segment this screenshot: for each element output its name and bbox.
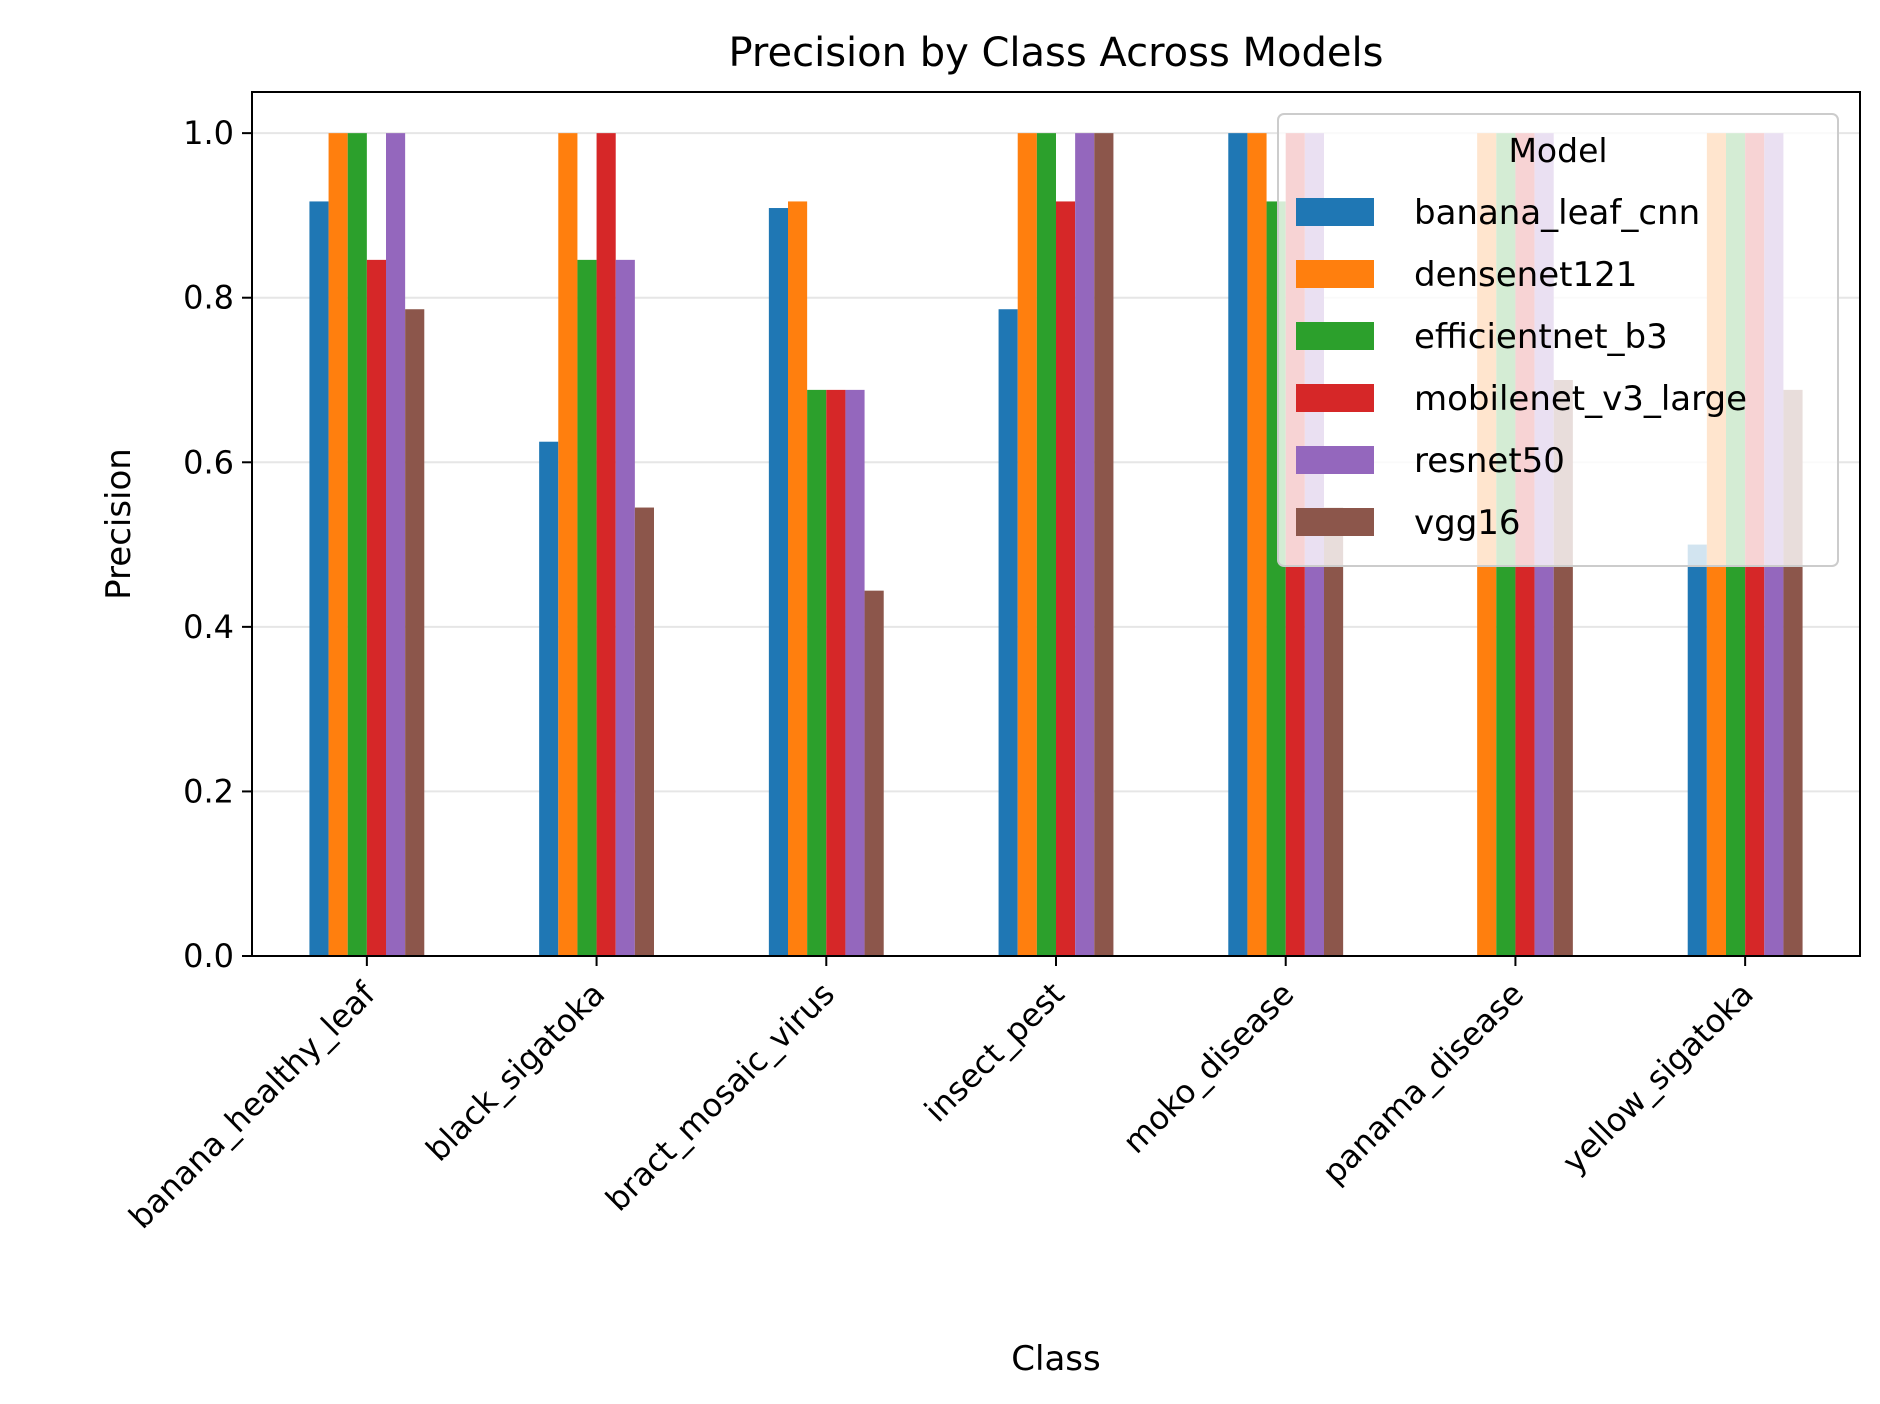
bar-efficientnet_b3-black_sigatoka xyxy=(577,259,597,956)
bar-banana_leaf_cnn-yellow_sigatoka xyxy=(1687,544,1707,956)
y-axis: 0.0 0.2 0.4 0.6 0.8 1.0 xyxy=(183,114,252,975)
bar-resnet50-bract_mosaic_virus xyxy=(845,389,865,957)
bar-densenet121-insect_pest xyxy=(1017,133,1037,957)
bar-densenet121-moko_disease xyxy=(1247,133,1267,957)
bar-vgg16-banana_healthy_leaf xyxy=(405,309,425,957)
series-banana_leaf_cnn xyxy=(309,133,1707,957)
y-tick-label-2: 0.4 xyxy=(183,608,234,646)
bar-densenet121-bract_mosaic_virus xyxy=(788,201,808,956)
legend-swatch-vgg16 xyxy=(1296,508,1374,536)
y-axis-label: Precision xyxy=(99,448,139,600)
bar-resnet50-insect_pest xyxy=(1075,133,1095,957)
legend-swatch-mobilenet_v3_large xyxy=(1296,384,1374,412)
bar-vgg16-black_sigatoka xyxy=(634,507,654,956)
legend-label-banana_leaf_cnn: banana_leaf_cnn xyxy=(1414,193,1700,233)
bar-densenet121-black_sigatoka xyxy=(558,133,578,957)
bar-efficientnet_b3-insect_pest xyxy=(1036,133,1056,957)
bar-efficientnet_b3-bract_mosaic_virus xyxy=(807,389,827,957)
bar-vgg16-insect_pest xyxy=(1094,133,1114,957)
bar-resnet50-black_sigatoka xyxy=(615,259,635,956)
y-tick-label-1: 0.2 xyxy=(183,772,234,810)
legend-swatch-densenet121 xyxy=(1296,260,1374,288)
legend-label-mobilenet_v3_large: mobilenet_v3_large xyxy=(1414,379,1747,419)
bar-vgg16-bract_mosaic_virus xyxy=(864,590,884,956)
legend-box xyxy=(1277,113,1839,567)
legend-swatch-banana_leaf_cnn xyxy=(1296,198,1374,226)
y-tick-label-3: 0.6 xyxy=(183,443,234,481)
legend-swatch-efficientnet_b3 xyxy=(1296,322,1374,350)
bar-mobilenet_v3_large-insect_pest xyxy=(1056,201,1076,956)
bar-mobilenet_v3_large-banana_healthy_leaf xyxy=(366,259,386,956)
bar-densenet121-banana_healthy_leaf xyxy=(328,133,348,957)
legend-label-densenet121: densenet121 xyxy=(1414,255,1637,295)
bar-vgg16-moko_disease xyxy=(1324,507,1344,956)
legend: Model banana_leaf_cnn densenet121 efficient… xyxy=(1277,113,1839,567)
x-axis-label: Class xyxy=(1011,1339,1100,1379)
y-tick-label-4: 0.8 xyxy=(183,279,234,317)
legend-label-efficientnet_b3: efficientnet_b3 xyxy=(1414,317,1668,357)
bar-banana_leaf_cnn-banana_healthy_leaf xyxy=(309,201,329,956)
legend-swatch-resnet50 xyxy=(1296,446,1374,474)
bar-mobilenet_v3_large-bract_mosaic_virus xyxy=(826,389,846,957)
bar-mobilenet_v3_large-black_sigatoka xyxy=(596,133,616,957)
legend-label-vgg16: vgg16 xyxy=(1414,503,1521,543)
bar-banana_leaf_cnn-bract_mosaic_virus xyxy=(768,208,788,957)
series-densenet121 xyxy=(328,133,1726,957)
y-tick-label-5: 1.0 xyxy=(183,114,234,152)
legend-label-resnet50: resnet50 xyxy=(1414,441,1565,481)
bar-banana_leaf_cnn-black_sigatoka xyxy=(539,441,559,956)
y-tick-label-0: 0.0 xyxy=(183,937,234,975)
bar-banana_leaf_cnn-moko_disease xyxy=(1228,133,1248,957)
bar-resnet50-banana_healthy_leaf xyxy=(386,133,406,957)
bar-banana_leaf_cnn-insect_pest xyxy=(998,309,1018,957)
chart-title: Precision by Class Across Models xyxy=(729,30,1384,76)
bar-efficientnet_b3-banana_healthy_leaf xyxy=(347,133,367,957)
legend-title: Model xyxy=(1508,131,1607,170)
